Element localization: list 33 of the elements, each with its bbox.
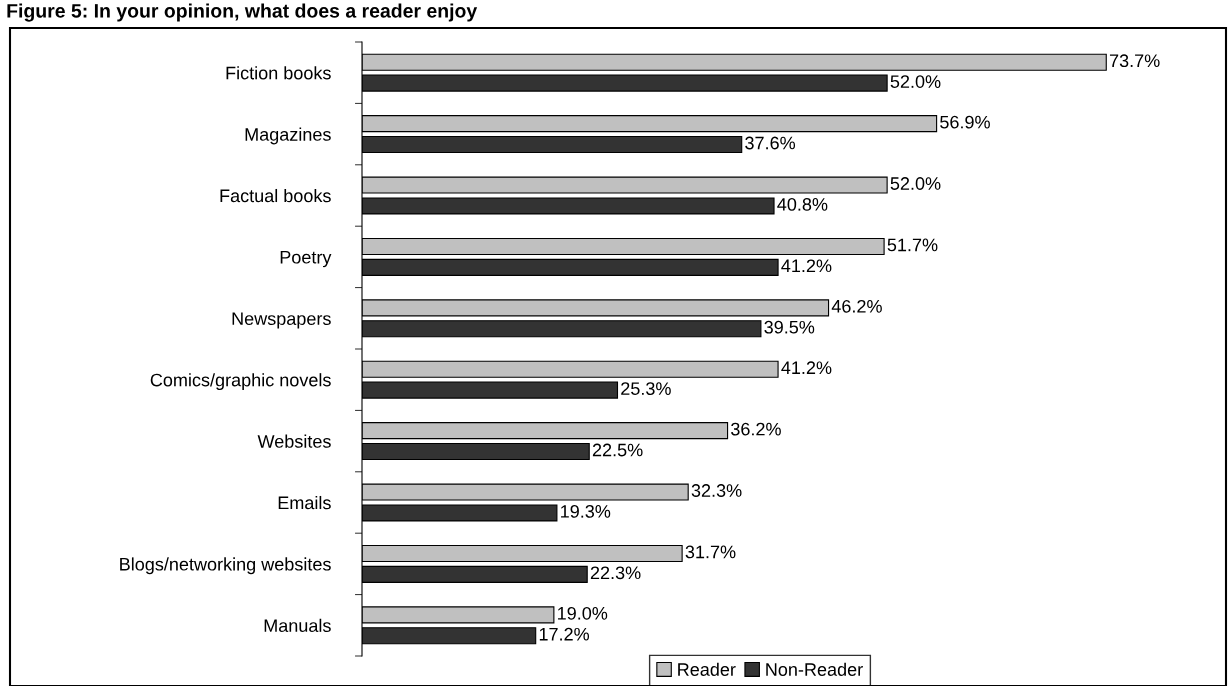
data-label: 41.2% xyxy=(781,259,832,273)
data-label: 31.7% xyxy=(685,545,736,559)
data-label: 73.7% xyxy=(1109,54,1160,68)
chart-title: Figure 5: In your opinion, what does a reader enjoy xyxy=(7,3,478,22)
data-label: 52.0% xyxy=(890,177,941,190)
data-label: 36.2% xyxy=(731,422,781,436)
data-label: 41.2% xyxy=(781,361,832,375)
data-label: 19.0% xyxy=(558,606,608,620)
legend-label: Reader xyxy=(678,662,736,676)
data-label: 22.3% xyxy=(590,566,641,580)
data-label: 52.0% xyxy=(890,75,941,88)
data-label: 40.8% xyxy=(777,198,828,211)
data-label: 22.5% xyxy=(592,443,643,457)
y-tick-label: Magazines xyxy=(245,127,331,145)
data-label: 17.2% xyxy=(539,627,590,641)
y-tick-label: Comics/graphic novels xyxy=(150,373,331,390)
data-label: 56.9% xyxy=(940,115,990,129)
y-tick-label: Newspapers xyxy=(232,312,331,329)
y-tick-label: Factual books xyxy=(220,188,331,203)
y-tick-label: Websites xyxy=(257,434,331,448)
data-label: 39.5% xyxy=(764,320,815,334)
data-label: 46.2% xyxy=(831,299,882,313)
data-label: 25.3% xyxy=(621,382,671,395)
y-tick-label: Poetry xyxy=(280,251,332,268)
data-label: 51.7% xyxy=(887,238,938,252)
y-tick-label: Manuals xyxy=(264,618,331,633)
y-tick-label: Fiction books xyxy=(226,66,331,80)
data-label: 37.6% xyxy=(745,136,796,150)
data-label: 32.3% xyxy=(691,484,742,497)
y-tick-label: Emails xyxy=(278,495,331,510)
y-tick-label: Blogs/networking websites xyxy=(120,557,331,575)
data-label: 19.3% xyxy=(561,505,611,518)
legend-label: Non-Reader xyxy=(766,662,863,676)
